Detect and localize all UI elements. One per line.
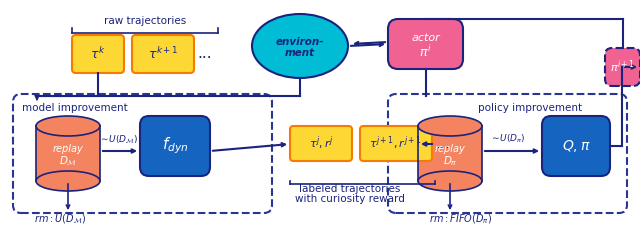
Text: policy improvement: policy improvement [478, 103, 582, 113]
Text: $\tau^{k+1}$: $\tau^{k+1}$ [148, 46, 179, 62]
Text: $rm: U(D_\mathcal{M})$: $rm: U(D_\mathcal{M})$ [34, 213, 86, 226]
FancyBboxPatch shape [605, 48, 640, 86]
Text: $\sim\!U(D_\pi)$: $\sim\!U(D_\pi)$ [490, 133, 525, 145]
Polygon shape [36, 126, 100, 181]
Ellipse shape [418, 171, 482, 191]
Text: $\pi^i$: $\pi^i$ [419, 44, 432, 60]
Polygon shape [418, 126, 482, 181]
Text: ...: ... [436, 136, 451, 152]
FancyBboxPatch shape [132, 35, 194, 73]
Text: environ-: environ- [276, 37, 324, 47]
Text: actor: actor [411, 33, 440, 43]
Text: model improvement: model improvement [22, 103, 128, 113]
FancyBboxPatch shape [360, 126, 432, 161]
Text: $rm: FIFO(D_\pi)$: $rm: FIFO(D_\pi)$ [429, 212, 492, 226]
Text: ment: ment [285, 48, 315, 58]
Text: $D_\mathcal{M}$: $D_\mathcal{M}$ [59, 155, 77, 168]
FancyBboxPatch shape [542, 116, 610, 176]
Text: $D_\pi$: $D_\pi$ [443, 154, 457, 168]
Text: $\pi^{i+1}$: $\pi^{i+1}$ [610, 59, 635, 75]
Text: ...: ... [198, 47, 212, 61]
Text: $\sim\!U(D_\mathcal{M})$: $\sim\!U(D_\mathcal{M})$ [99, 133, 138, 145]
FancyBboxPatch shape [290, 126, 352, 161]
Ellipse shape [36, 116, 100, 136]
Text: replay: replay [52, 143, 83, 154]
Ellipse shape [36, 171, 100, 191]
Ellipse shape [252, 14, 348, 78]
Text: with curiosity reward: with curiosity reward [295, 194, 405, 204]
Text: $Q, \pi$: $Q, \pi$ [562, 138, 590, 154]
Text: replay: replay [435, 143, 465, 154]
Text: $f_{dyn}$: $f_{dyn}$ [162, 136, 188, 156]
Ellipse shape [418, 116, 482, 136]
Text: raw trajectories: raw trajectories [104, 16, 186, 26]
Text: $\tau^j, r^j$: $\tau^j, r^j$ [308, 135, 333, 152]
Text: $\tau^{j+1}, r^{j+1}$: $\tau^{j+1}, r^{j+1}$ [369, 135, 422, 152]
FancyBboxPatch shape [388, 19, 463, 69]
FancyBboxPatch shape [72, 35, 124, 73]
Text: labeled trajectories: labeled trajectories [300, 184, 401, 194]
FancyBboxPatch shape [140, 116, 210, 176]
Text: $\tau^k$: $\tau^k$ [90, 46, 106, 62]
